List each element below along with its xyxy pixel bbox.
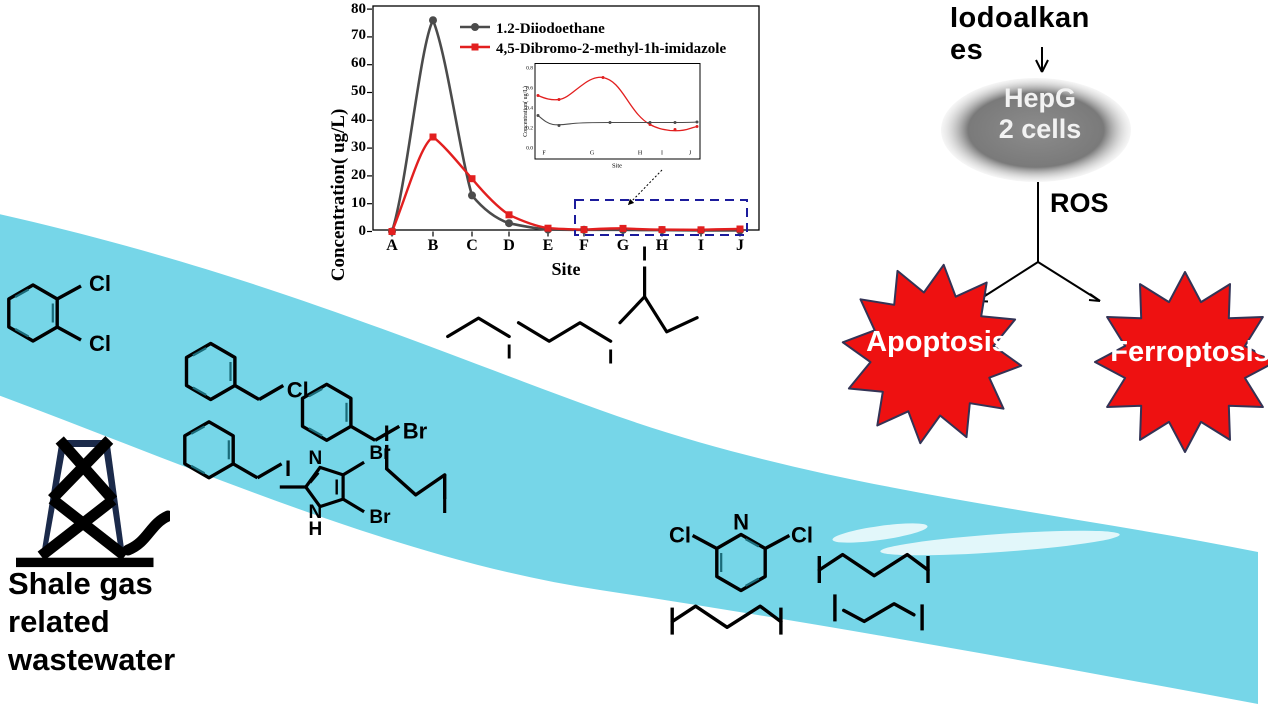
svg-text:I: I — [698, 237, 704, 254]
svg-text:50: 50 — [351, 83, 366, 99]
svg-text:E: E — [543, 237, 554, 254]
svg-text:I: I — [608, 347, 614, 369]
svg-text:Br: Br — [403, 418, 428, 443]
svg-text:C: C — [466, 237, 478, 254]
svg-text:B: B — [428, 237, 439, 254]
svg-text:60: 60 — [351, 55, 366, 71]
svg-text:70: 70 — [351, 27, 366, 43]
svg-text:I: I — [285, 456, 291, 481]
svg-text:0.8: 0.8 — [526, 66, 533, 72]
svg-text:G: G — [617, 237, 630, 254]
svg-text:D: D — [503, 237, 515, 254]
svg-text:Site: Site — [552, 259, 581, 279]
svg-text:80: 80 — [351, 1, 366, 17]
svg-text:H: H — [656, 237, 669, 254]
svg-text:Cl: Cl — [89, 271, 111, 296]
svg-text:Cl: Cl — [89, 331, 111, 356]
svg-text:40: 40 — [351, 111, 366, 127]
svg-text:H: H — [638, 151, 643, 157]
svg-text:I: I — [661, 151, 663, 157]
svg-text:0: 0 — [359, 223, 367, 239]
svg-text:J: J — [736, 237, 744, 254]
svg-text:20: 20 — [351, 167, 366, 183]
svg-text:Site: Site — [612, 163, 622, 170]
svg-text:Concentration( ug/L): Concentration( ug/L) — [522, 86, 529, 137]
svg-text:G: G — [590, 151, 595, 157]
svg-text:30: 30 — [351, 139, 366, 155]
svg-text:A: A — [386, 237, 398, 254]
svg-text:4,5-Dibromo-2-methyl-1h-imidaz: 4,5-Dibromo-2-methyl-1h-imidazole — [496, 41, 726, 57]
svg-text:1.2-Diiodoethane: 1.2-Diiodoethane — [496, 21, 605, 37]
svg-text:0.0: 0.0 — [526, 146, 533, 152]
svg-text:Concentration( ug/L): Concentration( ug/L) — [328, 109, 349, 282]
svg-text:I: I — [506, 342, 512, 364]
svg-text:10: 10 — [351, 195, 366, 211]
svg-text:F: F — [579, 237, 589, 254]
svg-text:I: I — [642, 244, 648, 266]
svg-text:Cl: Cl — [287, 378, 309, 403]
